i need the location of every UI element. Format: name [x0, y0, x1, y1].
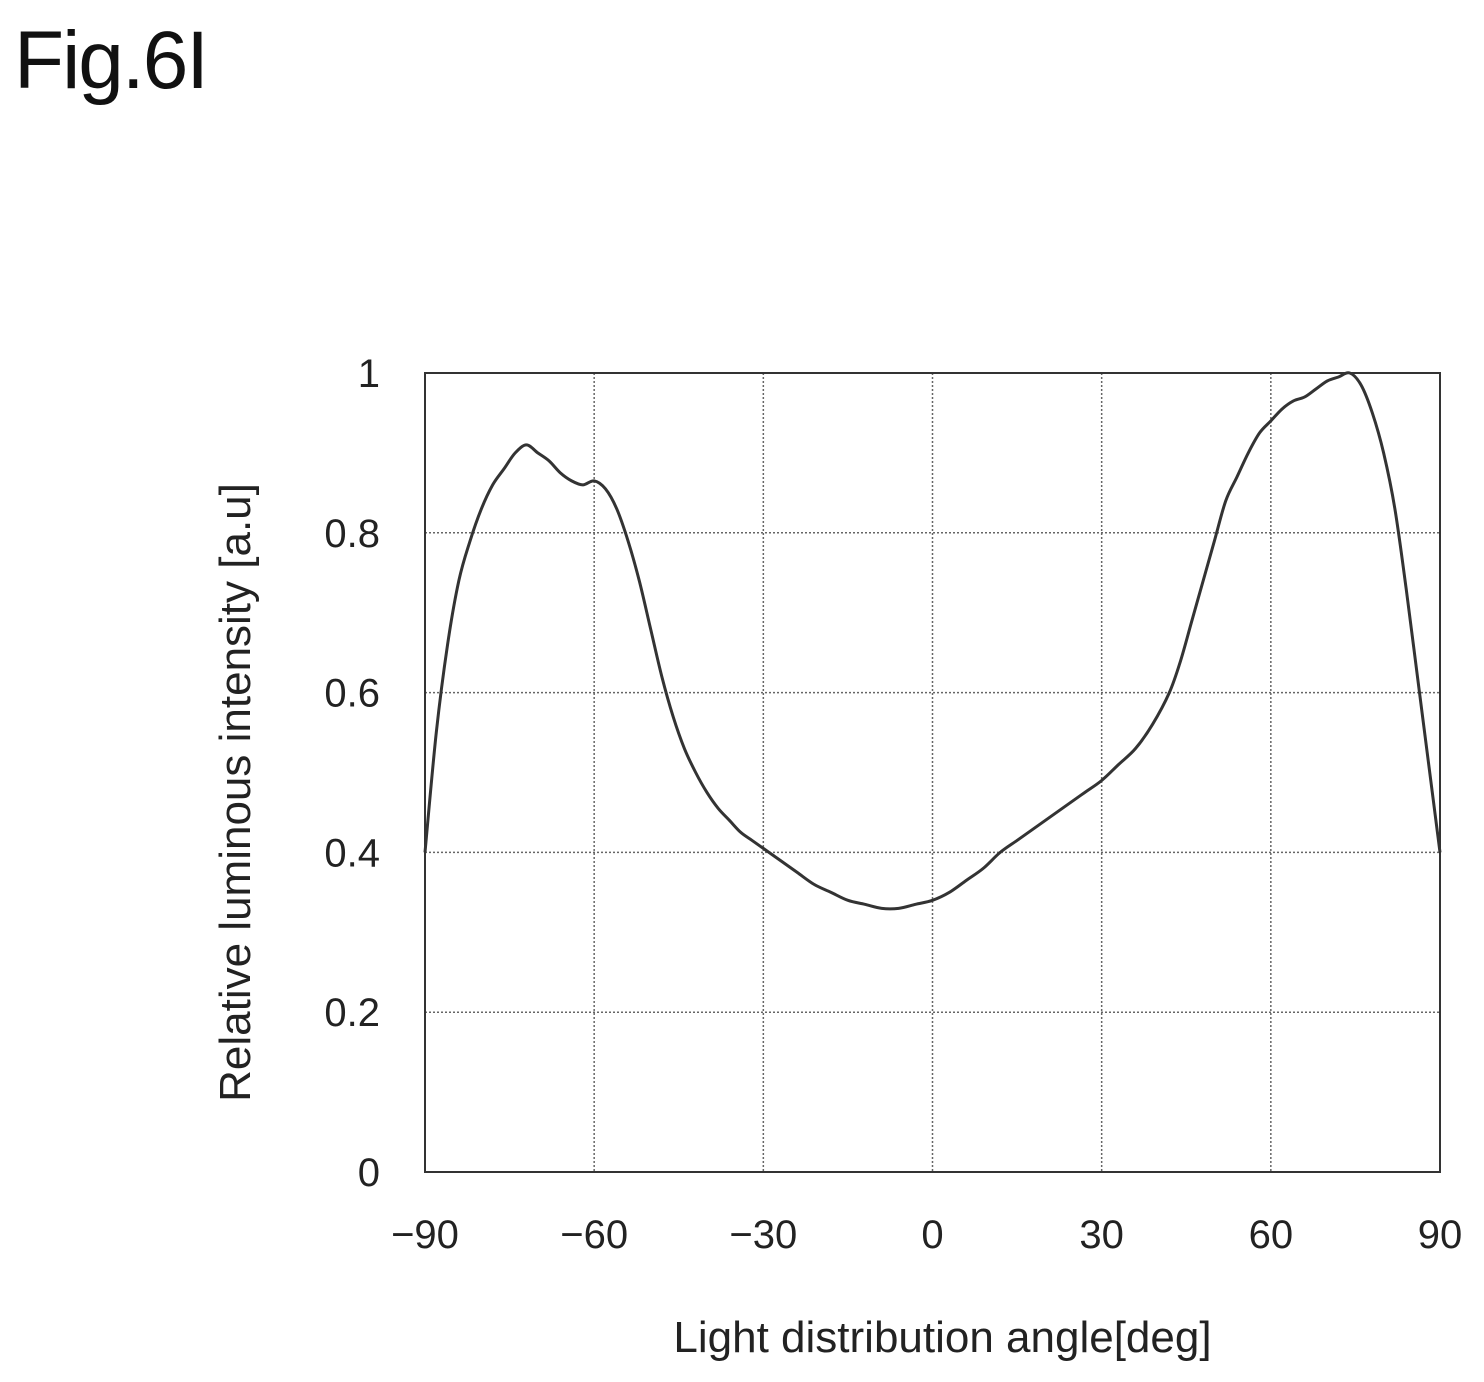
y-tick-label: 0.4	[324, 831, 380, 875]
x-tick-label: −60	[560, 1213, 628, 1257]
x-tick-label: 60	[1249, 1213, 1294, 1257]
grid-lines	[424, 372, 1441, 1173]
y-axis-ticks: 0 0.2 0.4 0.6 0.8 1	[324, 352, 380, 1195]
x-tick-label: −30	[729, 1213, 797, 1257]
x-tick-label: 0	[921, 1213, 943, 1257]
plot-frame	[424, 372, 1441, 1173]
y-tick-label: 0	[358, 1151, 380, 1195]
figure-label: Fig.6I	[14, 15, 209, 106]
x-tick-label: 90	[1418, 1213, 1463, 1257]
x-axis-title: Light distribution angle[deg]	[673, 1313, 1211, 1362]
y-tick-label: 0.8	[324, 512, 380, 556]
x-tick-label: 30	[1079, 1213, 1124, 1257]
x-tick-label: −90	[391, 1213, 459, 1257]
series-layer	[423, 371, 1442, 911]
y-tick-label: 1	[358, 352, 380, 396]
y-axis-title: Relative luminous intensity [a.u]	[211, 483, 260, 1102]
x-axis-ticks: −90 −60 −30 0 30 60 90	[391, 1213, 1462, 1257]
series-line	[423, 371, 1442, 911]
y-tick-label: 0.2	[324, 991, 380, 1035]
y-tick-label: 0.6	[324, 672, 380, 716]
